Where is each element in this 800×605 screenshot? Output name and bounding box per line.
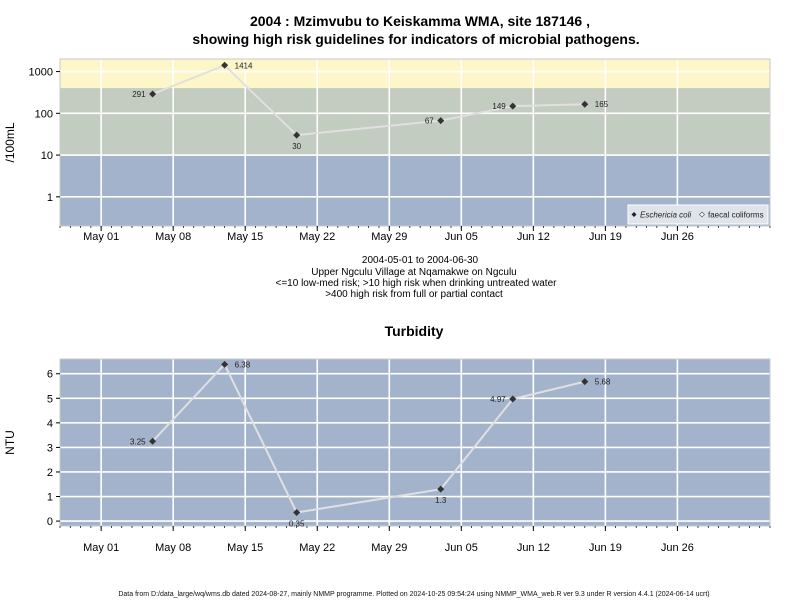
data-point bbox=[509, 102, 517, 110]
legend-label-ecoli: Eschericia coli bbox=[640, 211, 691, 220]
subtitle-site: Upper Ngculu Village at Nqamakwe on Ngcu… bbox=[311, 267, 516, 278]
data-point bbox=[509, 395, 517, 403]
chart-title-line2: showing high risk guidelines for indicat… bbox=[192, 31, 639, 47]
turbidity-plot: 0 1 2 3 4 5 6 May 01 May 08 May 15 May 22 May 29 Jun… bbox=[3, 358, 771, 554]
data-label: 30 bbox=[292, 142, 301, 151]
legend-label-faecal: faecal coliforms bbox=[708, 211, 764, 220]
data-point bbox=[437, 117, 445, 125]
y-tick-label: 1 bbox=[47, 492, 53, 504]
data-label: 1.3 bbox=[435, 496, 447, 505]
data-point bbox=[293, 131, 301, 139]
x-tick-label: May 15 bbox=[227, 542, 263, 554]
x-tick-label: May 15 bbox=[227, 231, 263, 243]
y-tick-label: 3 bbox=[47, 442, 53, 454]
data-label: 149 bbox=[492, 102, 506, 111]
y-axis-label: NTU bbox=[3, 430, 17, 455]
data-label: 6.38 bbox=[235, 360, 251, 369]
x-tick-label: May 22 bbox=[299, 231, 335, 243]
data-label: 67 bbox=[425, 117, 434, 126]
y-tick-label: 2 bbox=[47, 467, 53, 479]
y-tick-label: 4 bbox=[47, 418, 53, 430]
data-point bbox=[149, 437, 157, 445]
chart-title-line1: 2004 : Mzimvubu to Keiskamma WMA, site 1… bbox=[250, 13, 590, 29]
y-tick-label: 6 bbox=[47, 369, 53, 381]
turbidity-title: Turbidity bbox=[385, 323, 444, 339]
legend-marker-ecoli bbox=[631, 212, 637, 217]
x-tick-label: Jun 05 bbox=[445, 231, 478, 243]
data-label: 5.68 bbox=[595, 378, 611, 387]
data-label: 165 bbox=[595, 100, 609, 109]
x-tick-label: May 22 bbox=[299, 542, 335, 554]
data-label: 0.35 bbox=[289, 519, 305, 528]
y-tick-label: 1 bbox=[47, 192, 53, 204]
legend-marker-faecal bbox=[699, 211, 705, 218]
subtitle-dates: 2004-05-01 to 2004-06-30 bbox=[362, 255, 479, 266]
plot-border bbox=[59, 358, 771, 527]
y-axis-label: /100mL bbox=[3, 122, 17, 162]
plot-border bbox=[59, 58, 771, 227]
x-tick-label: May 29 bbox=[371, 542, 407, 554]
data-label: 4.97 bbox=[490, 395, 506, 404]
data-point bbox=[437, 485, 445, 493]
risk-band bbox=[60, 88, 770, 156]
data-point bbox=[581, 378, 589, 386]
x-tick-label: Jun 12 bbox=[517, 542, 550, 554]
y-tick-label: 5 bbox=[47, 393, 53, 405]
x-tick-label: Jun 26 bbox=[661, 231, 694, 243]
x-tick-label: May 08 bbox=[155, 231, 191, 243]
x-tick-label: May 01 bbox=[83, 231, 119, 243]
risk-band bbox=[60, 59, 770, 89]
footer-note: Data from D:/data_large/wq/wms.db dated … bbox=[118, 591, 709, 598]
y-tick-label: 0 bbox=[47, 516, 53, 528]
x-tick-label: Jun 12 bbox=[517, 231, 550, 243]
data-point bbox=[581, 100, 589, 108]
series-line bbox=[152, 64, 585, 137]
subtitle-risk-drinking: <=10 low-med risk; >10 high risk when dr… bbox=[276, 278, 558, 289]
data-label: 291 bbox=[132, 90, 146, 99]
y-tick-label: 100 bbox=[35, 108, 53, 120]
x-tick-label: Jun 19 bbox=[589, 231, 622, 243]
x-tick-label: May 08 bbox=[155, 542, 191, 554]
x-tick-label: Jun 19 bbox=[589, 542, 622, 554]
data-label: 3.25 bbox=[130, 437, 146, 446]
x-tick-label: May 29 bbox=[371, 231, 407, 243]
subtitle-risk-contact: >400 high risk from full or partial cont… bbox=[325, 289, 503, 300]
plot-panel bbox=[60, 359, 770, 526]
data-point bbox=[149, 90, 157, 98]
data-label: 1414 bbox=[235, 61, 253, 70]
legend-box bbox=[627, 204, 769, 225]
x-tick-label: Jun 05 bbox=[445, 542, 478, 554]
ecoli-plot: 1 10 100 1000 May 01 May 08 May 15 May 22 May 29… bbox=[3, 58, 771, 243]
y-tick-label: 1000 bbox=[29, 67, 53, 79]
data-point bbox=[221, 61, 229, 69]
x-tick-label: May 01 bbox=[83, 542, 119, 554]
x-tick-label: Jun 26 bbox=[661, 542, 694, 554]
series-line bbox=[151, 362, 586, 514]
data-point bbox=[293, 508, 301, 516]
y-tick-label: 10 bbox=[41, 150, 53, 162]
data-point bbox=[221, 360, 229, 368]
